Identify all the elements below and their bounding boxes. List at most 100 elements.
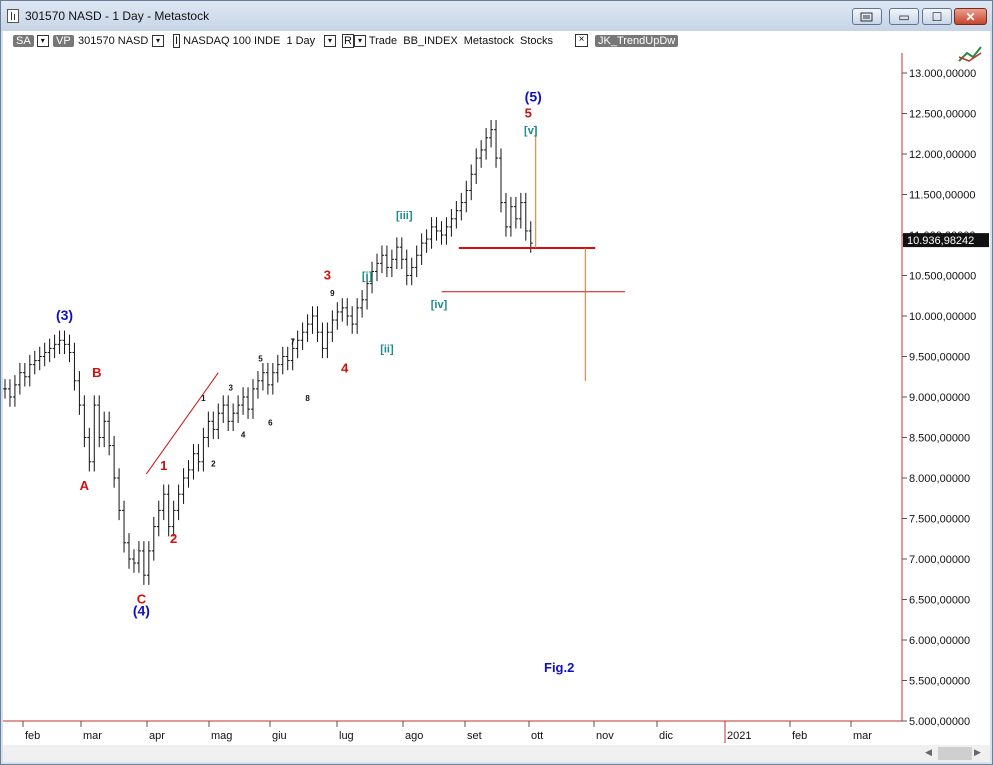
- chart-toolbar: SA ▾ VP 301570 NASD ▾ I NASDAQ 100 INDE …: [3, 31, 990, 51]
- indicator-label: JK_TrendUpDw: [595, 35, 679, 47]
- restore-icon-button[interactable]: [852, 8, 882, 25]
- indicator-chip[interactable]: JK_TrendUpDw: [595, 34, 679, 48]
- y-tick-label: 13.000,00000: [909, 68, 976, 80]
- wave-label: B: [92, 365, 101, 380]
- y-tick-label: 6.000,00000: [909, 635, 970, 647]
- i-box: I: [173, 34, 181, 48]
- x-tick-label: apr: [149, 730, 165, 742]
- figure-annotation: Fig.2: [544, 660, 574, 675]
- wave-label: C: [137, 592, 147, 607]
- vp-label: VP: [53, 35, 74, 47]
- sa-selector[interactable]: SA ▾: [13, 34, 49, 48]
- minimize-button[interactable]: ▭: [889, 8, 919, 25]
- title-bar[interactable]: 301570 NASD - 1 Day - Metastock ▭ ☐ ✕: [1, 1, 992, 31]
- wave-label: (3): [56, 307, 73, 323]
- wave-label: 9: [330, 289, 335, 298]
- x-tick-label: feb: [792, 730, 807, 742]
- close-icon: ✕: [965, 9, 976, 24]
- wave-label: 2: [211, 460, 216, 469]
- x-tick-label: feb: [25, 730, 40, 742]
- wave-label: [iv]: [431, 299, 448, 311]
- wave-label: 2: [170, 531, 177, 546]
- horizontal-scrollbar[interactable]: ◀ ▶: [3, 745, 990, 762]
- remove-indicator-button[interactable]: ×: [575, 34, 588, 47]
- y-tick-label: 7.500,00000: [909, 514, 970, 526]
- security-dropdown[interactable]: ▾: [152, 34, 164, 48]
- y-tick-label: 10.000,00000: [909, 311, 976, 323]
- y-tick-label: 10.500,00000: [909, 271, 976, 283]
- y-tick-label: 12.000,00000: [909, 149, 976, 161]
- y-tick-label: 8.000,00000: [909, 473, 970, 485]
- x-tick-label: ott: [531, 730, 543, 742]
- r-selector[interactable]: R ▾ Trade BB_INDEX Metastock Stocks: [342, 34, 553, 48]
- chart-area[interactable]: 13.000,00000 12.500,00000 12.000,00000 11.5…: [3, 31, 990, 762]
- last-price-label: 10.936,98242: [907, 235, 974, 247]
- y-tick-label: 12.500,00000: [909, 109, 976, 121]
- wave-label: 8: [305, 394, 310, 403]
- scroll-left-icon[interactable]: ◀: [925, 747, 932, 757]
- security-label: 301570 NASD: [78, 35, 149, 47]
- wave-label: (4): [133, 603, 150, 619]
- x-tick-label: dic: [659, 730, 674, 742]
- y-tick-label: 7.000,00000: [909, 554, 970, 566]
- restore-window-icon: [853, 9, 881, 24]
- x-tick-label: ago: [405, 730, 423, 742]
- wave-label: 1: [201, 394, 206, 403]
- security-name: 301570 NASD: [78, 34, 148, 48]
- wave-label: 3: [228, 384, 233, 393]
- maximize-icon: ☐: [931, 9, 943, 24]
- trade-label: Trade BB_INDEX Metastock Stocks: [368, 35, 554, 47]
- x-tick-label: mag: [211, 730, 232, 742]
- wave-label: [v]: [524, 125, 538, 137]
- maximize-button[interactable]: ☐: [922, 8, 952, 25]
- wave-label: A: [80, 478, 90, 493]
- index-label: NASDAQ 100 INDE 1 Day: [183, 35, 316, 47]
- r-box: R: [342, 34, 354, 48]
- x-tick-label: giu: [272, 730, 287, 742]
- chart-tools-icon[interactable]: [958, 46, 982, 62]
- wave-label: [i]: [362, 271, 373, 283]
- timeframe-dropdown[interactable]: ▾: [324, 34, 336, 48]
- y-tick-label: 6.500,00000: [909, 595, 970, 607]
- y-tick-label: 5.000,00000: [909, 716, 970, 728]
- wave-label: (5): [525, 88, 542, 104]
- chevron-down-icon: ▾: [324, 35, 336, 48]
- vp-chip[interactable]: VP: [53, 34, 74, 48]
- x-tick-label: mar: [853, 730, 872, 742]
- chevron-down-icon: ▾: [152, 35, 164, 48]
- y-tick-label: 8.500,00000: [909, 433, 970, 445]
- last-price-badge: [903, 233, 989, 248]
- y-tick-label: 9.000,00000: [909, 392, 970, 404]
- wave-label: [ii]: [380, 343, 394, 355]
- wave-label: 4: [341, 361, 349, 376]
- wave-label: 5: [258, 354, 263, 363]
- wave-label: 5: [525, 106, 532, 121]
- sa-chip: SA: [13, 35, 34, 47]
- wave-label: 6: [268, 418, 273, 427]
- wave-label: 7: [290, 337, 295, 346]
- window-title: 301570 NASD - 1 Day - Metastock: [25, 9, 210, 23]
- x-tick-label: lug: [339, 730, 354, 742]
- index-selector[interactable]: I NASDAQ 100 INDE 1 Day: [173, 34, 315, 48]
- chart-canvas: 13.000,00000 12.500,00000 12.000,00000 11.5…: [3, 31, 990, 750]
- app-icon: [7, 9, 19, 23]
- y-tick-label: 5.500,00000: [909, 676, 970, 688]
- chevron-down-icon: ▾: [353, 35, 366, 48]
- scroll-thumb[interactable]: [938, 747, 972, 760]
- wave-label: 3: [324, 268, 331, 283]
- y-tick-label: 9.500,00000: [909, 352, 970, 364]
- wave-label: 1: [160, 458, 167, 473]
- price-chart[interactable]: 13.000,00000 12.500,00000 12.000,00000 11.5…: [3, 31, 990, 745]
- x-tick-label: set: [467, 730, 482, 742]
- close-button[interactable]: ✕: [954, 8, 987, 25]
- x-tick-label: nov: [596, 730, 614, 742]
- wave-label: 4: [241, 431, 246, 440]
- y-tick-label: 11.500,00000: [909, 190, 975, 202]
- minimize-icon: ▭: [898, 9, 910, 24]
- scroll-right-icon[interactable]: ▶: [974, 747, 981, 757]
- x-tick-label: 2021: [727, 730, 751, 742]
- wave-label: [iii]: [396, 210, 413, 222]
- x-tick-label: mar: [83, 730, 102, 742]
- chevron-down-icon[interactable]: ▾: [36, 35, 49, 48]
